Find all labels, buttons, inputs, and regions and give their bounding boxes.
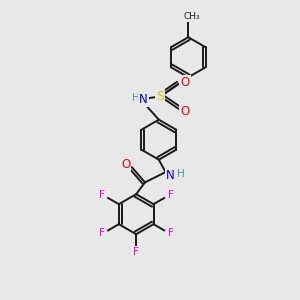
Text: N: N	[139, 93, 148, 106]
Text: O: O	[180, 76, 190, 89]
Text: CH₃: CH₃	[184, 12, 200, 21]
Text: F: F	[133, 247, 139, 257]
Text: F: F	[99, 190, 105, 200]
Text: H: H	[132, 93, 140, 103]
Text: H: H	[177, 169, 185, 178]
Text: F: F	[168, 190, 173, 200]
Text: F: F	[168, 228, 173, 238]
Text: F: F	[99, 228, 105, 238]
Text: O: O	[121, 158, 130, 171]
Text: O: O	[180, 105, 190, 118]
Text: S: S	[156, 90, 164, 103]
Text: N: N	[166, 169, 174, 182]
